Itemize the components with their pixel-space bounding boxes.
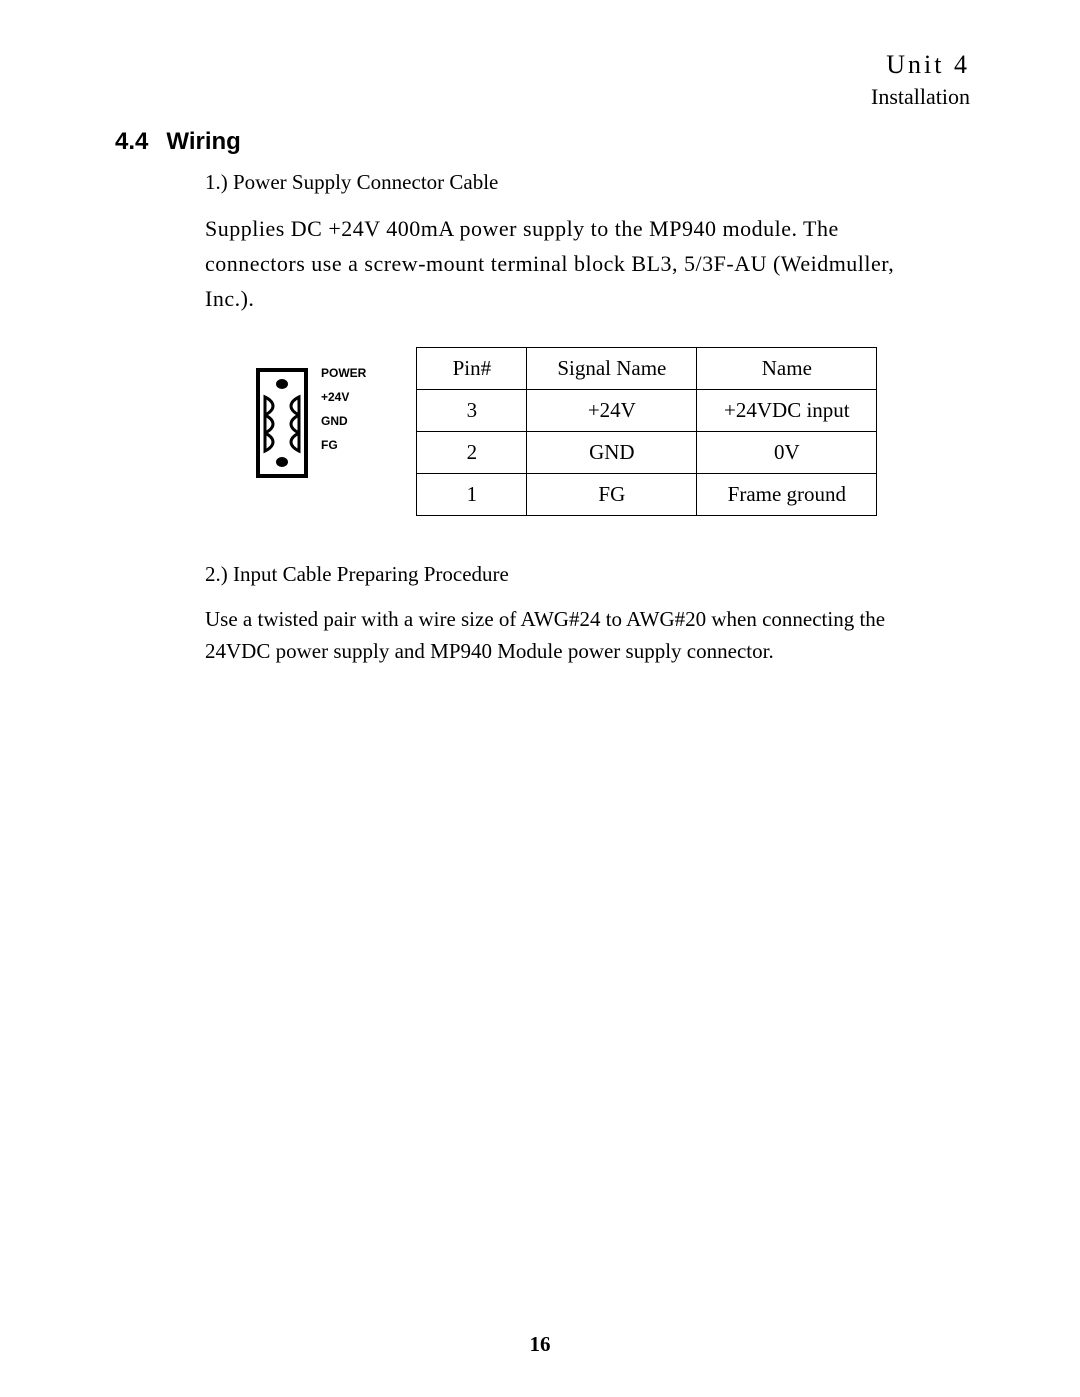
cell-name: Frame ground [697,473,877,515]
table-row: 1 FG Frame ground [417,473,877,515]
install-subtitle: Installation [115,84,970,110]
cell-pin: 1 [417,473,527,515]
cell-pin: 2 [417,431,527,473]
unit-line: Unit 4 [115,50,970,80]
page-number: 16 [0,1332,1080,1357]
col-signal-header: Signal Name [527,347,697,389]
cell-pin: 3 [417,389,527,431]
table-row: 3 +24V +24VDC input [417,389,877,431]
section-heading: 4.4 Wiring [115,128,970,156]
connector-icon [255,367,309,479]
connector-label-24v: +24V [321,391,366,403]
item1-paragraph: Supplies DC +24V 400mA power supply to t… [205,211,905,317]
col-name-header: Name [697,347,877,389]
cell-signal: +24V [527,389,697,431]
connector-label-column: POWER +24V GND FG [321,367,366,463]
cell-name: 0V [697,431,877,473]
connector-label-fg: FG [321,439,366,451]
cell-signal: FG [527,473,697,515]
item2-label: 2.) Input Cable Preparing Procedure [205,562,905,587]
item1-label: 1.) Power Supply Connector Cable [205,170,905,195]
connector-label-power: POWER [321,367,366,379]
figure-table-row: POWER +24V GND FG Pin# Signal Name Name … [255,347,905,516]
pin-table: Pin# Signal Name Name 3 +24V +24VDC inpu… [416,347,877,516]
col-pin-header: Pin# [417,347,527,389]
connector-label-gnd: GND [321,415,366,427]
item2-paragraph: Use a twisted pair with a wire size of A… [205,603,905,668]
body-block: 1.) Power Supply Connector Cable Supplie… [205,170,905,668]
connector-diagram: POWER +24V GND FG [255,367,366,479]
section-title: Wiring [166,128,240,155]
page-header: Unit 4 Installation [115,50,970,110]
table-header-row: Pin# Signal Name Name [417,347,877,389]
cell-name: +24VDC input [697,389,877,431]
table-row: 2 GND 0V [417,431,877,473]
cell-signal: GND [527,431,697,473]
section-number: 4.4 [115,128,148,155]
